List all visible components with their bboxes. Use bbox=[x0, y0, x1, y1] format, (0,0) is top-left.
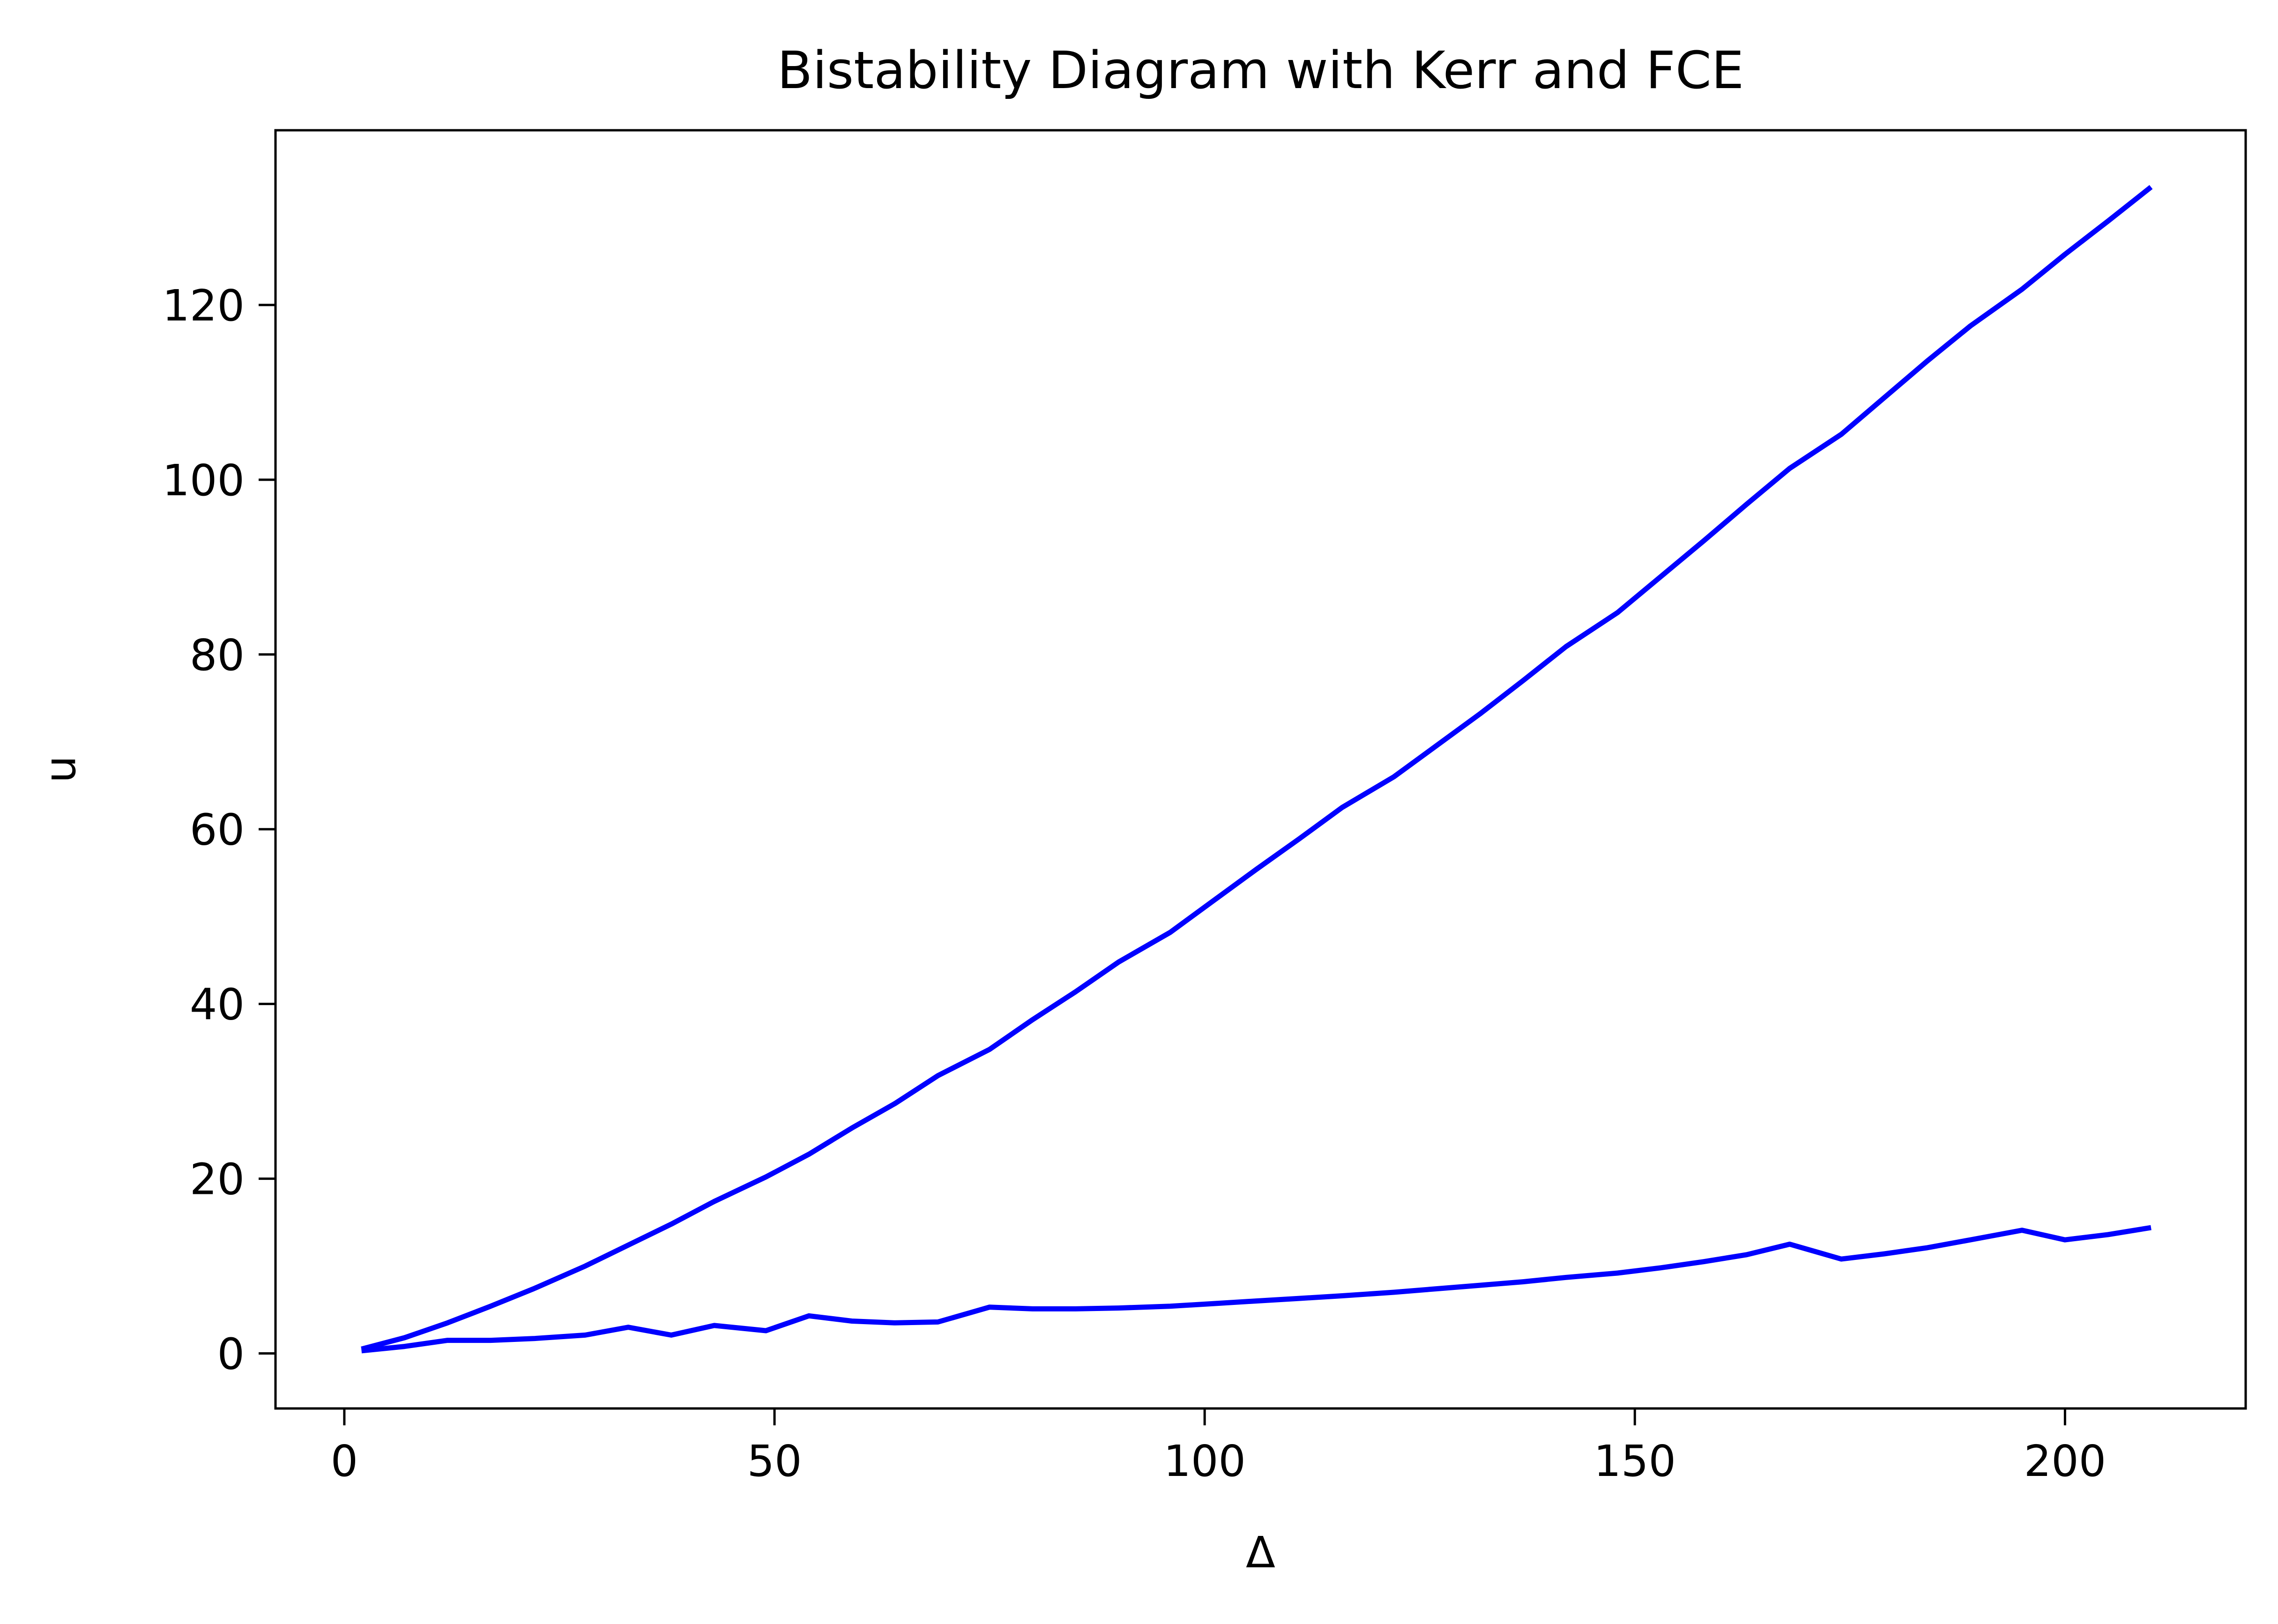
y-tick-label: 120 bbox=[162, 281, 245, 331]
y-tick-label: 0 bbox=[217, 1329, 245, 1379]
series-layer bbox=[361, 185, 2153, 1354]
y-tick-label: 100 bbox=[162, 455, 245, 506]
series-2-line bbox=[361, 1225, 2151, 1354]
x-tick-label: 100 bbox=[1163, 1436, 1246, 1486]
axes-layer: 0 50 100 150 200 0 20 40 60 80 100 120 bbox=[162, 129, 2247, 1486]
series-1-line bbox=[361, 185, 2153, 1352]
y-tick-label: 80 bbox=[190, 630, 245, 680]
x-tick-label: 150 bbox=[1593, 1436, 1676, 1486]
y-tick-label: 60 bbox=[190, 805, 245, 855]
y-tick-label: 40 bbox=[190, 980, 245, 1030]
y-tick-label: 20 bbox=[190, 1155, 245, 1205]
x-axis-label: Δ bbox=[1246, 1527, 1275, 1578]
y-axis-label: u bbox=[35, 756, 85, 783]
plot-frame bbox=[274, 129, 2247, 1410]
x-tick-label: 200 bbox=[2024, 1436, 2107, 1486]
chart-title: Bistability Diagram with Kerr and FCE bbox=[777, 40, 1744, 100]
x-tick-label: 50 bbox=[747, 1436, 802, 1486]
x-tick-label: 0 bbox=[331, 1436, 358, 1486]
